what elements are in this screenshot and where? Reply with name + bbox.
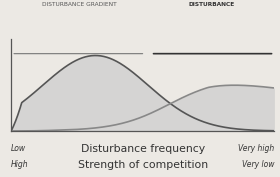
Text: HUMAN
DISTURBANCE: HUMAN DISTURBANCE xyxy=(188,0,234,7)
Text: Very high: Very high xyxy=(238,144,274,153)
Text: HISTORICAL
DISTURBANCE GRADIENT: HISTORICAL DISTURBANCE GRADIENT xyxy=(42,0,117,7)
Text: Strength of competition: Strength of competition xyxy=(78,160,208,170)
Text: Disturbance frequency: Disturbance frequency xyxy=(81,144,205,154)
Text: Very low: Very low xyxy=(242,160,274,169)
Text: Low: Low xyxy=(11,144,26,153)
Text: High: High xyxy=(11,160,29,169)
